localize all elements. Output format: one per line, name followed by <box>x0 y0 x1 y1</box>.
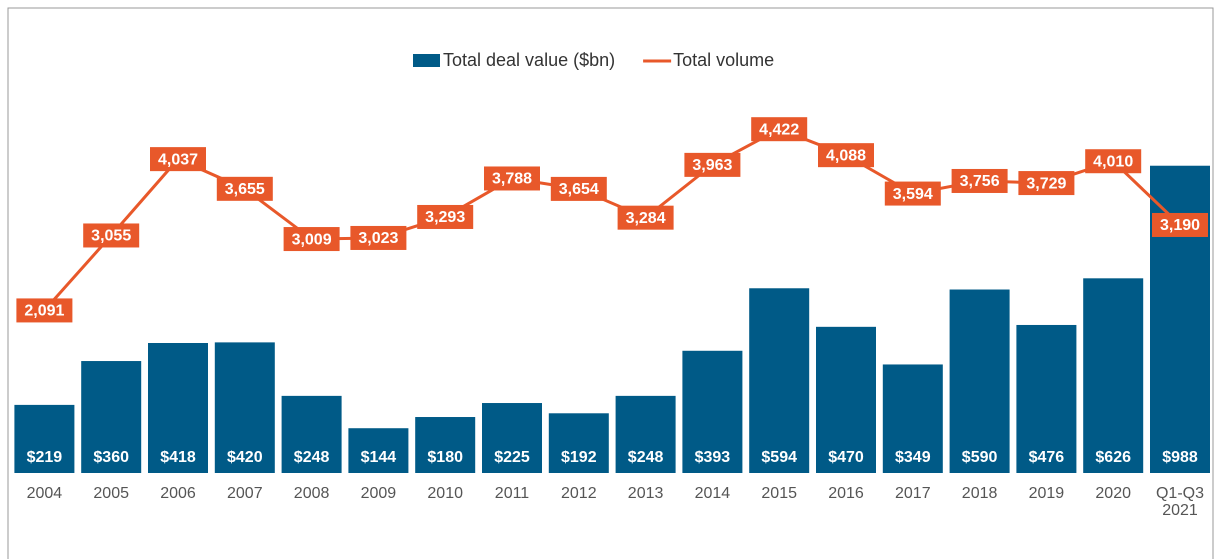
x-tick-label: 2018 <box>961 485 998 502</box>
x-tick-label: 2004 <box>26 485 63 502</box>
x-tick-label: 2011 <box>494 485 530 502</box>
point-value-label: 3,594 <box>893 186 933 203</box>
bar-value-label: $476 <box>1029 449 1065 466</box>
point-label-box <box>83 223 140 248</box>
bar-value-label: $626 <box>1095 449 1131 466</box>
bar <box>1083 278 1144 473</box>
point-value-label: 3,756 <box>960 173 1000 190</box>
point-value-label: 4,422 <box>759 121 799 138</box>
point-value-label: 3,654 <box>559 181 599 198</box>
bar <box>81 361 142 473</box>
point-label-box <box>1152 212 1208 237</box>
bar-value-label: $192 <box>561 449 597 466</box>
x-tick-label: 2017 <box>895 485 931 502</box>
x-tick-label: 2006 <box>160 485 196 502</box>
x-tick-label: 2014 <box>694 485 731 502</box>
bar-value-label: $248 <box>294 449 330 466</box>
point-label-box <box>550 176 607 201</box>
x-tick-label: 2007 <box>227 485 263 502</box>
bar-value-label: $349 <box>895 449 931 466</box>
bar-value-label: $470 <box>828 449 864 466</box>
point-value-label: 3,729 <box>1026 175 1066 192</box>
point-label-box <box>484 166 540 191</box>
point-value-label: 3,055 <box>91 228 131 245</box>
point-value-label: 3,963 <box>692 157 732 174</box>
bar <box>816 326 876 473</box>
point-label-box <box>216 176 273 201</box>
point-label-box <box>684 152 741 177</box>
x-tick-label: 2008 <box>293 485 330 502</box>
x-tick-label: 2012 <box>561 485 597 502</box>
bar <box>281 395 342 473</box>
bar <box>949 289 1010 473</box>
point-value-label: 3,023 <box>358 230 398 247</box>
point-value-label: 4,088 <box>826 147 866 164</box>
x-tick-label: 2009 <box>360 485 397 502</box>
bar <box>749 288 810 473</box>
bar-value-label: $988 <box>1162 449 1198 466</box>
bar <box>415 417 476 473</box>
x-tick-label: 2010 <box>427 485 463 502</box>
point-value-label: 4,037 <box>158 151 198 168</box>
point-value-label: 3,293 <box>425 209 465 226</box>
bar-value-label: $590 <box>962 449 998 466</box>
point-value-label: 2,091 <box>24 303 64 320</box>
bar <box>348 428 409 473</box>
bar <box>682 350 743 473</box>
point-value-label: 4,010 <box>1093 153 1133 170</box>
bar-value-label: $219 <box>27 449 63 466</box>
x-tick-label: 2005 <box>93 485 129 502</box>
bar <box>882 364 943 473</box>
x-tick-label: 2013 <box>627 485 664 502</box>
x-tick-label: 2019 <box>1028 485 1065 502</box>
bar-value-label: $418 <box>160 449 196 466</box>
bar <box>148 343 208 473</box>
point-label-box <box>150 147 206 172</box>
point-value-label: 3,009 <box>292 231 332 248</box>
frame <box>7 7 1214 559</box>
x-tick-label: 2015 <box>761 485 797 502</box>
legend-label: Total deal value ($bn) <box>443 50 615 70</box>
point-label-box <box>751 117 808 142</box>
point-value-label: 3,284 <box>626 210 666 227</box>
point-label-box <box>1018 171 1075 196</box>
point-label-box <box>617 205 674 230</box>
point-label-box <box>16 298 73 323</box>
line <box>43 127 1182 312</box>
bar-value-label: $594 <box>761 449 797 466</box>
legend-label: Total volume <box>673 50 774 70</box>
x-tick-label: 2020 <box>1095 485 1131 502</box>
bar-value-label: $180 <box>427 449 463 466</box>
x-tick-label: Q1-Q3 2021 <box>1155 485 1204 519</box>
point-label-box <box>1085 149 1142 174</box>
point-label-box <box>417 204 474 229</box>
legend-swatch <box>413 54 440 67</box>
bar <box>548 413 609 473</box>
point-label-box <box>818 143 874 168</box>
point-value-label: 3,788 <box>492 171 532 188</box>
point-label-box <box>283 227 340 252</box>
x-tick-label: 2016 <box>828 485 864 502</box>
point-label-box <box>884 181 941 206</box>
bar <box>482 403 542 473</box>
bar <box>615 395 676 473</box>
bar-value-label: $225 <box>494 449 530 466</box>
bar-value-label: $360 <box>93 449 129 466</box>
bar <box>1150 165 1210 473</box>
bar-value-label: $248 <box>628 449 664 466</box>
point-label-box <box>350 225 407 250</box>
bar-value-label: $393 <box>695 449 731 466</box>
bar <box>1016 324 1077 473</box>
point-value-label: 3,190 <box>1160 217 1200 234</box>
bar <box>14 404 75 473</box>
point-label-box <box>951 168 1008 193</box>
point-value-label: 3,655 <box>225 181 265 198</box>
bar-value-label: $420 <box>227 449 263 466</box>
bar <box>214 342 275 473</box>
bar-value-label: $144 <box>361 449 397 466</box>
